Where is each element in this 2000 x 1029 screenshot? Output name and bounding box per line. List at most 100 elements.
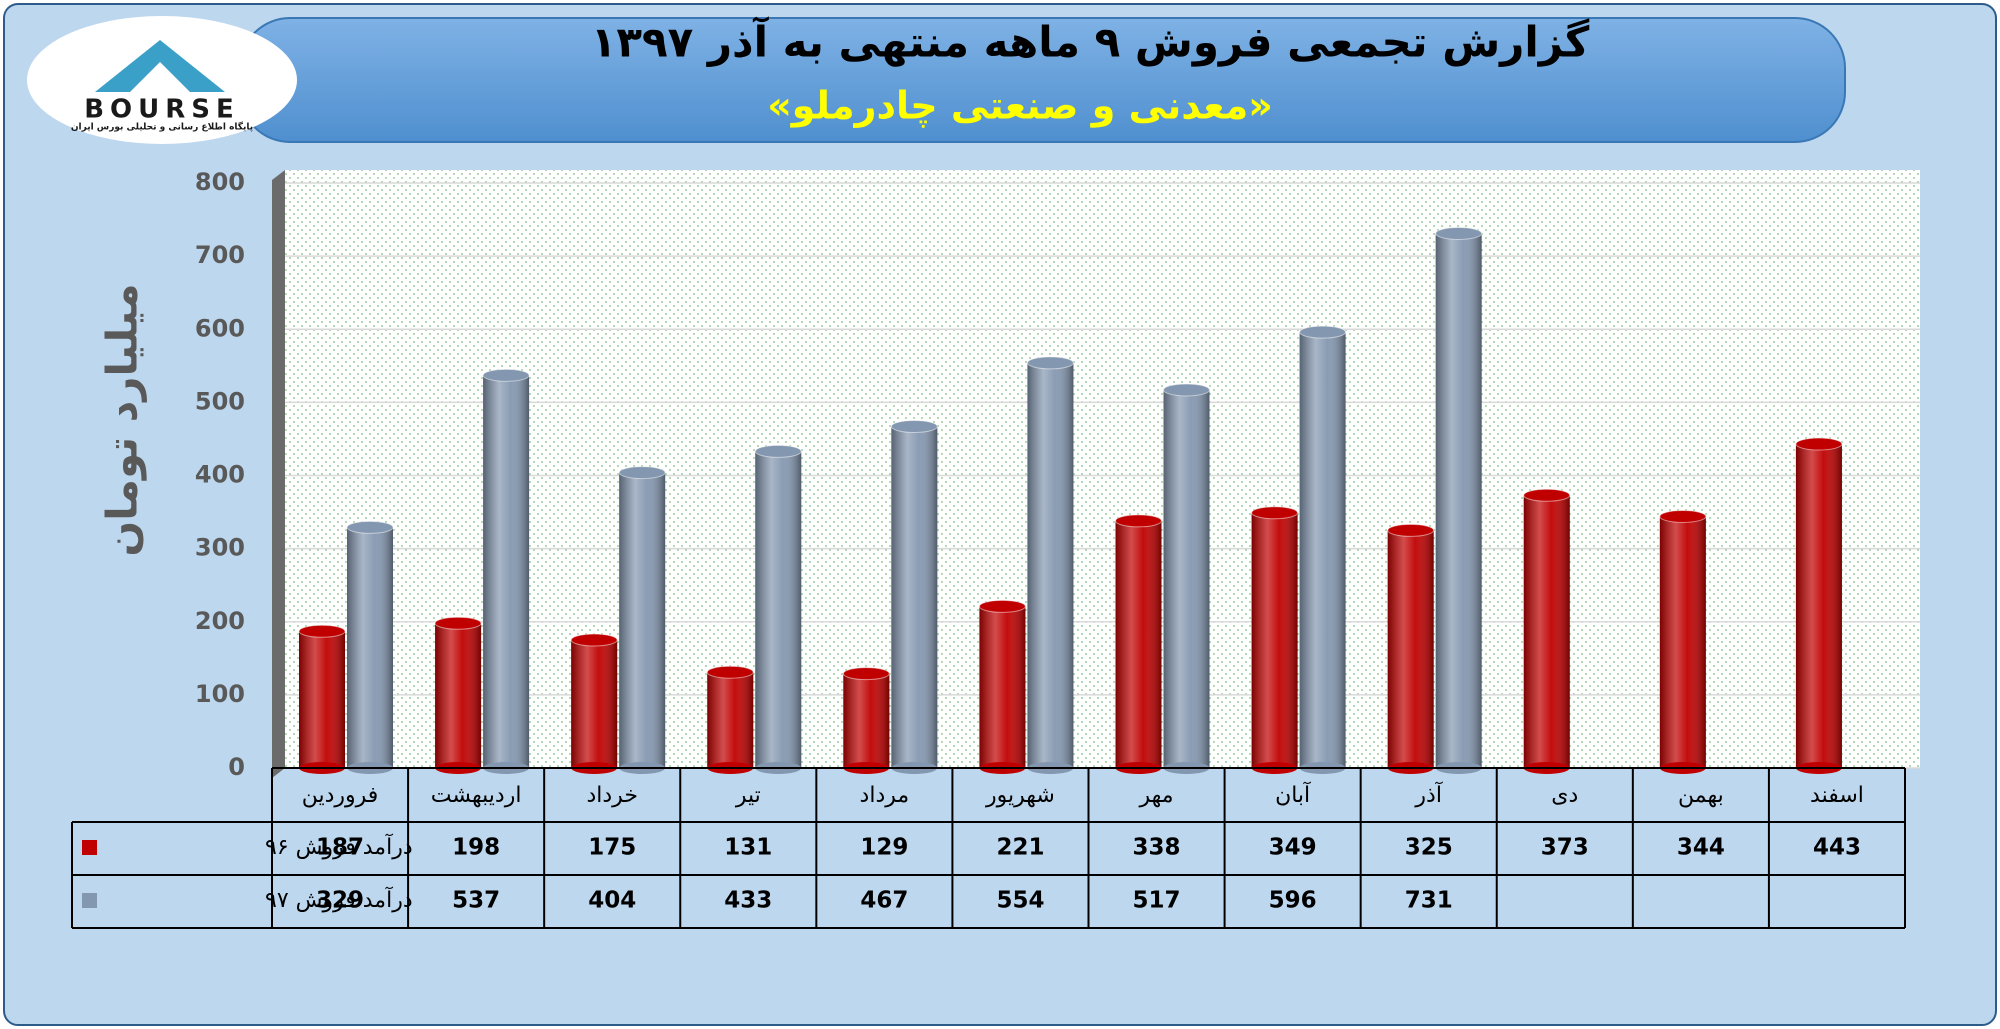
bar-shade bbox=[1523, 495, 1570, 768]
bar-shade bbox=[979, 606, 1026, 768]
y-tick-label: 500 bbox=[195, 387, 245, 415]
table-value: 517 bbox=[1133, 888, 1181, 914]
bar-top bbox=[618, 466, 666, 480]
bar bbox=[978, 599, 1026, 774]
y-tick-label: 0 bbox=[228, 753, 245, 781]
x-tick-label: تیر bbox=[735, 783, 761, 808]
table-value: 554 bbox=[996, 888, 1044, 914]
table-value: 329 bbox=[316, 888, 364, 914]
y-tick-label: 100 bbox=[195, 680, 245, 708]
bar-shade bbox=[1435, 233, 1482, 769]
x-tick-label: خرداد bbox=[586, 783, 637, 808]
plot-wall bbox=[272, 170, 285, 778]
y-tick-label: 400 bbox=[195, 461, 245, 489]
y-tick-label: 300 bbox=[195, 534, 245, 562]
bar bbox=[1435, 226, 1483, 774]
table-value: 338 bbox=[1133, 835, 1181, 861]
bar-shade bbox=[1115, 520, 1162, 768]
bar bbox=[298, 624, 346, 774]
bar bbox=[1795, 437, 1843, 774]
bar-shade bbox=[1795, 444, 1842, 768]
x-tick-label: مرداد bbox=[860, 783, 910, 808]
bar-shade bbox=[1659, 516, 1706, 768]
bar bbox=[1163, 383, 1210, 774]
bar-shade bbox=[1299, 332, 1346, 768]
bar bbox=[434, 616, 482, 774]
legend-label: درآمد فروش ۹۷ bbox=[265, 886, 413, 913]
bar-top bbox=[482, 368, 530, 382]
bar-top bbox=[1523, 488, 1571, 502]
bar-top bbox=[570, 633, 618, 647]
bar bbox=[754, 444, 802, 774]
x-tick-label: شهریور bbox=[985, 783, 1055, 808]
table-value: 731 bbox=[1405, 888, 1453, 914]
table-value: 344 bbox=[1677, 835, 1725, 861]
logo-text: BOURSE bbox=[84, 95, 240, 125]
table-value: 467 bbox=[860, 888, 908, 914]
bar bbox=[618, 466, 666, 774]
legend-swatch bbox=[82, 840, 97, 855]
table-value: 198 bbox=[452, 835, 500, 861]
table-value: 175 bbox=[588, 835, 636, 861]
table-value: 129 bbox=[860, 835, 908, 861]
bar-top bbox=[346, 520, 394, 534]
x-tick-label: آذر bbox=[1414, 781, 1442, 808]
bar-shade bbox=[435, 623, 482, 768]
table-value: 443 bbox=[1813, 835, 1861, 861]
bar-top bbox=[1299, 325, 1347, 339]
bar bbox=[842, 667, 890, 774]
y-tick-label: 200 bbox=[195, 607, 245, 635]
bar-shade bbox=[299, 631, 345, 768]
logo-caption: پایگاه اطلاع رسانی و تحلیلی بورس ایران bbox=[71, 121, 253, 133]
plot-area bbox=[285, 170, 1920, 768]
x-tick-label: اسفند bbox=[1810, 783, 1864, 808]
bar-top bbox=[434, 616, 482, 630]
legend-label: درآمد فروش ۹۶ bbox=[265, 833, 413, 860]
x-tick-label: فروردین bbox=[302, 783, 379, 808]
bar bbox=[1251, 506, 1299, 774]
x-tick-label: بهمن bbox=[1678, 783, 1724, 808]
table-value: 537 bbox=[452, 888, 500, 914]
bar-top bbox=[1387, 523, 1435, 537]
bar-top bbox=[842, 667, 890, 681]
plot: 0 100 200 300 400 500 600 700 800 فروردین 187 329 ار… bbox=[71, 168, 1920, 929]
bar-shade bbox=[1251, 512, 1298, 768]
bar-top bbox=[1115, 514, 1162, 528]
bar-top bbox=[1026, 356, 1074, 370]
bar-shade bbox=[707, 672, 754, 768]
y-tick-label: 800 bbox=[195, 168, 245, 196]
bar-shade bbox=[755, 451, 802, 768]
x-tick-label: اردیبهشت bbox=[431, 783, 522, 808]
bar-top bbox=[1659, 509, 1707, 523]
bar bbox=[1026, 356, 1074, 774]
bar bbox=[482, 368, 530, 774]
bar-top bbox=[754, 444, 802, 458]
bar-top bbox=[1795, 437, 1843, 451]
bar-top bbox=[1163, 383, 1210, 397]
bar bbox=[1115, 514, 1162, 774]
bar-shade bbox=[483, 375, 530, 768]
legend-swatch bbox=[82, 893, 97, 908]
bar-shade bbox=[571, 640, 618, 768]
bar bbox=[1299, 325, 1347, 774]
bar-top bbox=[1251, 506, 1299, 520]
bar bbox=[706, 665, 754, 774]
bar bbox=[570, 633, 618, 774]
bar-top bbox=[1435, 226, 1483, 240]
bar bbox=[346, 520, 394, 774]
bar-shade bbox=[347, 527, 393, 768]
table-value: 187 bbox=[316, 835, 364, 861]
table-value: 325 bbox=[1405, 835, 1453, 861]
chart-subtitle: «معدنی و صنعتی چادرملو» bbox=[767, 84, 1273, 129]
bar-top bbox=[978, 599, 1026, 613]
x-tick-label: دی bbox=[1551, 783, 1578, 808]
bar bbox=[1523, 488, 1571, 774]
bar bbox=[1659, 509, 1707, 774]
bar-shade bbox=[1027, 362, 1074, 768]
bar bbox=[1387, 523, 1435, 774]
chart-title: گزارش تجمعی فروش ۹ ماهه منتهی به آذر ۱۳۹… bbox=[591, 17, 1590, 68]
table-value: 349 bbox=[1269, 835, 1317, 861]
bar-shade bbox=[619, 472, 666, 768]
y-tick-label: 600 bbox=[195, 314, 245, 342]
